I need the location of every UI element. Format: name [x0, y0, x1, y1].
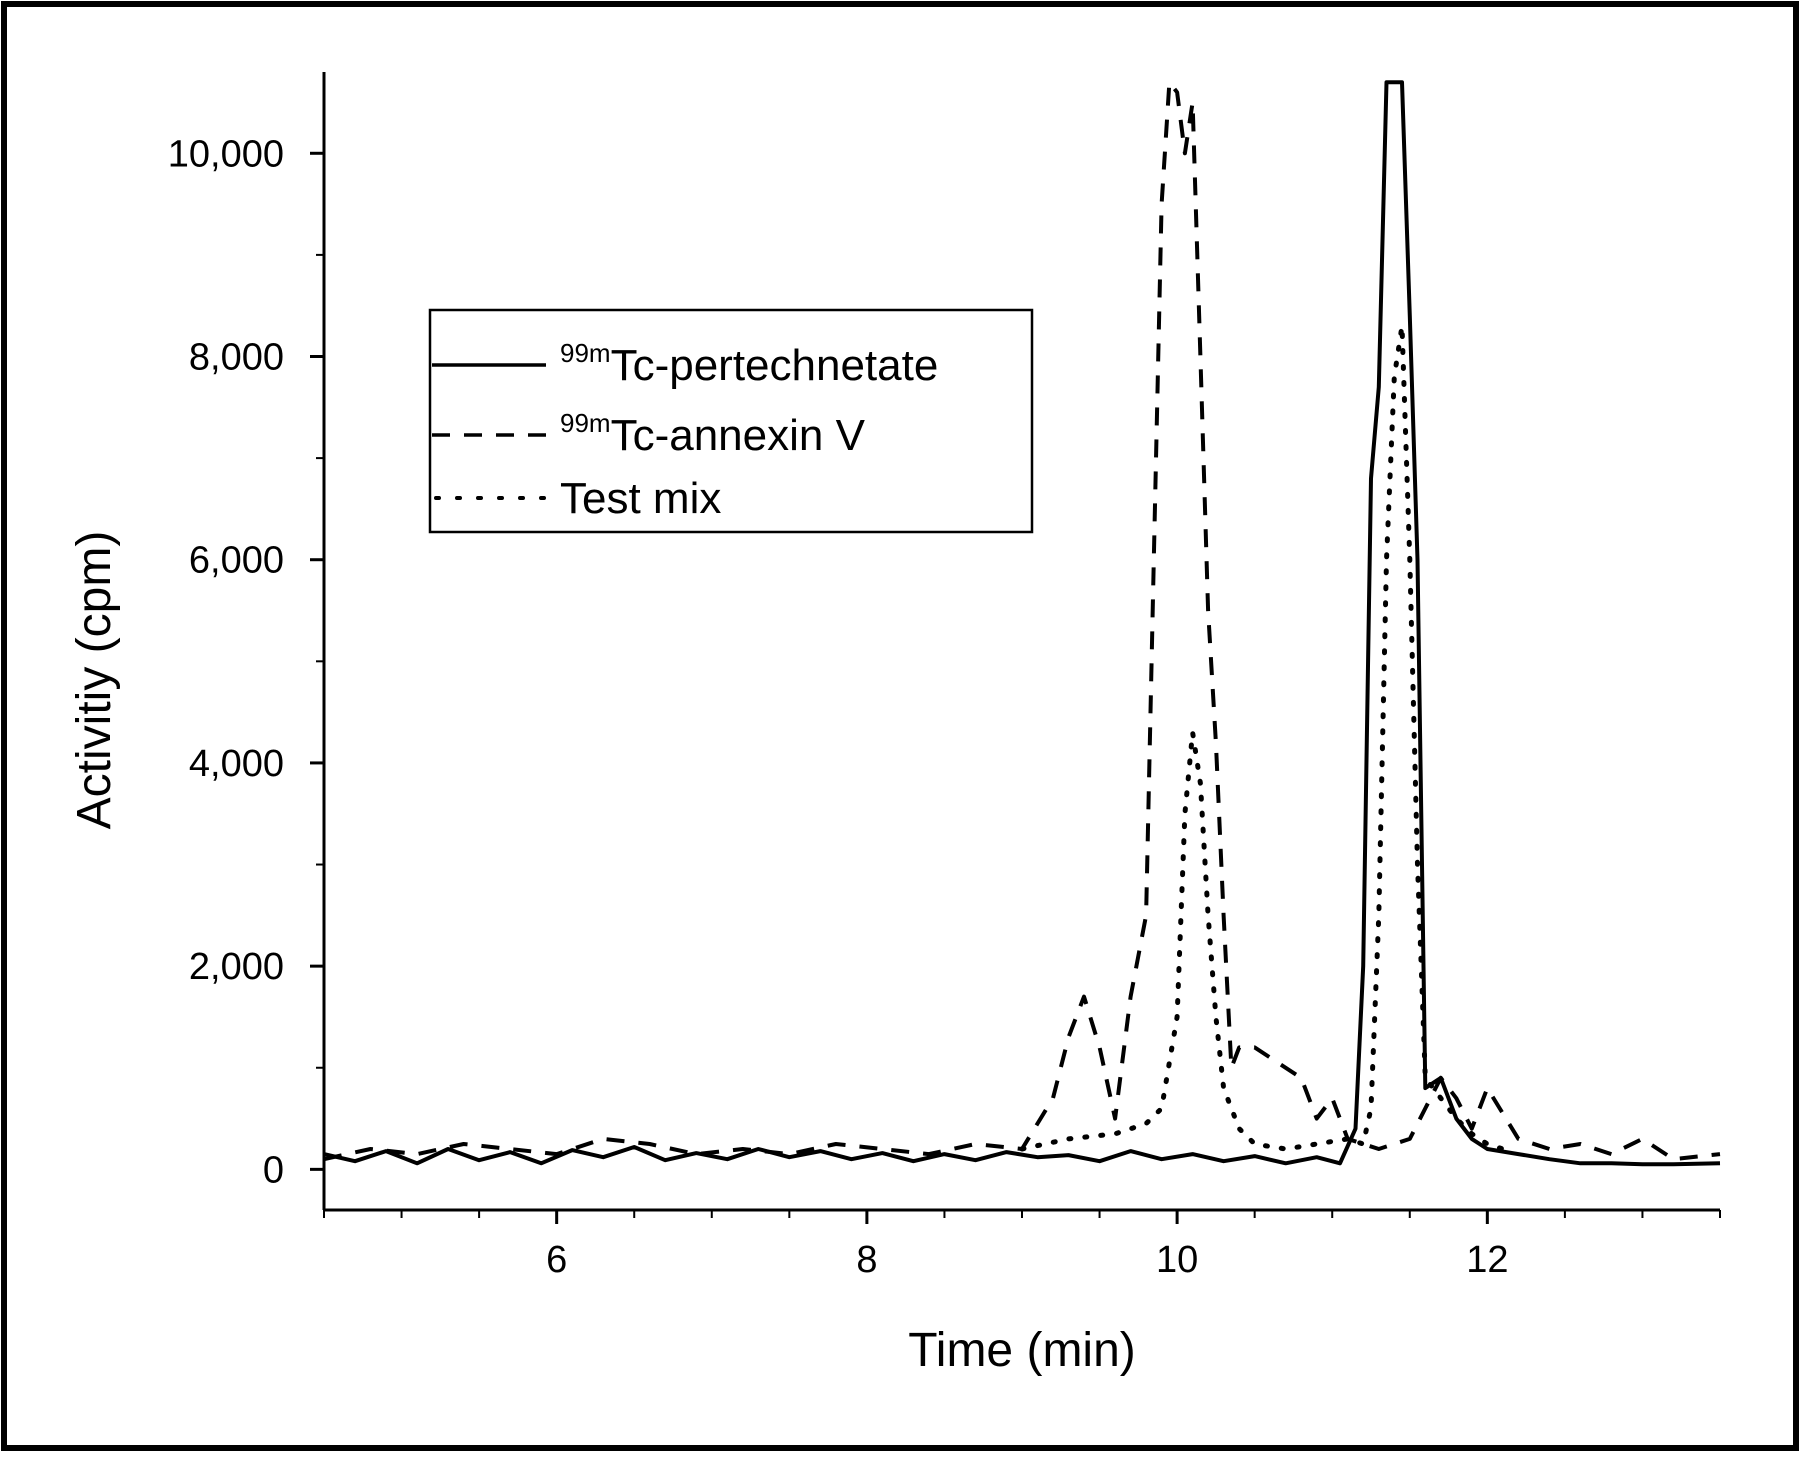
y-tick-label-4: 8,000: [189, 337, 284, 379]
legend: 99mTc-pertechnetate 99mTc-annexin V Test…: [428, 308, 1034, 534]
series-line-1: [323, 80, 1721, 1162]
x-tick-label-1: 8: [856, 1239, 877, 1281]
y-tick-label-1: 2,000: [189, 946, 284, 988]
y-tick-label-0: 0: [263, 1149, 284, 1191]
y-tick-label-3: 6,000: [189, 540, 284, 582]
x-axis-title: Time (min): [908, 1324, 1136, 1377]
series-line-0: [323, 80, 1721, 1167]
y-axis-ticks: 0 2,000 4,000 6,000 8,000 10,000: [168, 133, 324, 1191]
legend-item-annexin: 99mTc-annexin V: [560, 408, 866, 460]
x-tick-label-2: 10: [1156, 1239, 1198, 1281]
x-tick-label-0: 6: [546, 1239, 567, 1281]
legend-item-pertechnetate: 99mTc-pertechnetate: [560, 338, 938, 390]
x-axis-ticks: 6 8 10 12: [323, 1210, 1721, 1281]
y-axis-title: Activitiy (cpm): [68, 531, 121, 830]
y-tick-label-2: 4,000: [189, 743, 284, 785]
legend-box: [428, 308, 1034, 534]
legend-label-testmix: Test mix: [560, 474, 721, 523]
series-layer: [323, 80, 1721, 1167]
series-line-2: [1019, 323, 1506, 1152]
legend-label-pertechnetate: Tc-pertechnetate: [611, 341, 939, 390]
x-tick-label-3: 12: [1466, 1239, 1508, 1281]
legend-superscript-annexin: 99m: [560, 408, 611, 438]
y-tick-label-5: 10,000: [168, 133, 284, 175]
legend-label-annexin: Tc-annexin V: [611, 411, 866, 460]
legend-superscript-pertechnetate: 99m: [560, 338, 611, 368]
